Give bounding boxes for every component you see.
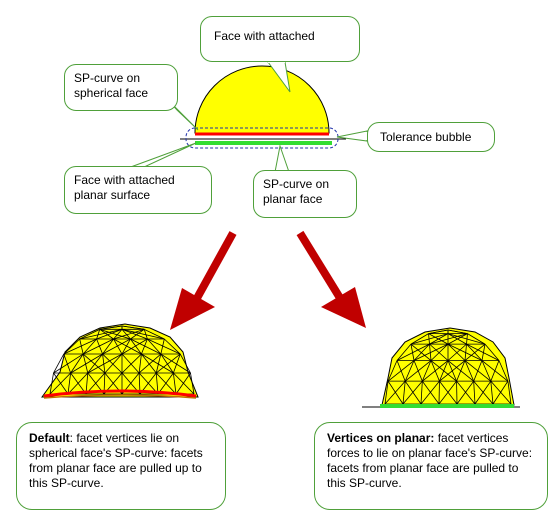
callout-face-with-planar: Face with attached planar surface xyxy=(64,166,212,214)
arrow-left xyxy=(170,231,237,330)
callout-sp-curve-spherical-line1: SP-curve on xyxy=(74,71,141,85)
description-planar-text: facet vertices forces to lie on planar f… xyxy=(327,431,533,490)
tolerance-bubble xyxy=(185,127,339,149)
description-planar-bold: Vertices on planar: xyxy=(327,431,435,445)
top-hemisphere xyxy=(194,65,330,134)
callout-tolerance-bubble: Tolerance bubble xyxy=(367,122,495,152)
callout-face-with-attached-text: Face with attached xyxy=(214,29,315,43)
description-default: Default: facet vertices lie on spherical… xyxy=(16,422,226,510)
callout-face-with-attached: Face with attached xyxy=(200,16,360,62)
callout-tolerance-bubble-text: Tolerance bubble xyxy=(380,130,472,144)
callout-face-planar-line1: Face with attached xyxy=(74,173,175,187)
callout-sp-curve-spherical-line2: spherical face xyxy=(74,86,149,100)
callout-sp-curve-planar-line2: planar face xyxy=(263,192,323,206)
dome-right xyxy=(362,327,520,408)
callout-face-planar-line2: planar surface xyxy=(74,188,151,202)
callout-sp-curve-planar: SP-curve on planar face xyxy=(253,170,357,218)
description-default-text: : facet vertices lie on spherical face's… xyxy=(29,431,203,490)
callout-tail-face-planar xyxy=(127,142,197,169)
arrow-right xyxy=(296,230,366,328)
callout-sp-curve-spherical: SP-curve on spherical face xyxy=(64,64,178,111)
callout-tail-sp-planar xyxy=(274,144,290,173)
description-vertices-on-planar: Vertices on planar: facet vertices force… xyxy=(314,422,548,510)
description-default-bold: Default xyxy=(29,431,70,445)
callout-sp-curve-planar-line1: SP-curve on xyxy=(263,177,330,191)
dome-left xyxy=(41,323,199,399)
